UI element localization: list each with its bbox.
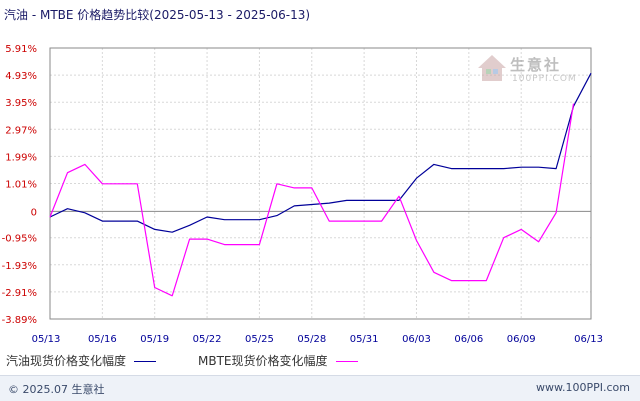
- x-tick-label: 06/13: [574, 334, 603, 345]
- y-tick-label: 1.01%: [5, 180, 37, 191]
- y-tick-label: -0.95%: [2, 234, 37, 245]
- watermark-brand: 生意社: [510, 56, 562, 74]
- watermark-logo: 生意社 100PPI.COM: [476, 52, 576, 92]
- footer-website-link[interactable]: www.100PPI.com: [536, 381, 630, 394]
- x-tick-label: 06/03: [402, 334, 431, 345]
- x-tick-label: 06/09: [507, 334, 536, 345]
- y-tick-label: 5.91%: [5, 44, 37, 55]
- legend-swatch-gasoline: [134, 361, 157, 362]
- legend-swatch-mtbe: [335, 361, 358, 362]
- series-lines: [49, 72, 592, 297]
- y-tick-label: 3.95%: [5, 98, 37, 109]
- grid: [50, 47, 591, 320]
- watermark-url: 100PPI.COM: [512, 74, 577, 84]
- y-tick-label: 1.99%: [5, 152, 37, 163]
- y-tick-label: 2.97%: [5, 125, 37, 136]
- footer: © 2025.07 生意社 www.100PPI.com: [0, 375, 640, 401]
- house-logo-icon: [478, 55, 506, 81]
- x-tick-label: 05/19: [140, 334, 169, 345]
- legend-label-gasoline: 汽油现货价格变化幅度: [6, 354, 127, 368]
- legend-item-mtbe: MBTE现货价格变化幅度: [198, 352, 358, 369]
- chart-title: 汽油 - MTBE 价格趋势比较(2025-05-13 - 2025-06-13…: [4, 8, 311, 22]
- x-tick-label: 05/28: [297, 334, 326, 345]
- x-tick-label: 06/06: [454, 334, 483, 345]
- y-tick-label: -2.91%: [2, 288, 37, 299]
- x-tick-label: 05/31: [350, 334, 379, 345]
- plot-frame: [49, 47, 592, 320]
- legend-item-gasoline: 汽油现货价格变化幅度: [6, 352, 157, 369]
- x-tick-label: 05/13: [32, 334, 61, 345]
- x-axis-ticks: 05/13 05/16 05/19 05/22 05/25 05/28 05/31 06/03…: [32, 334, 603, 345]
- x-tick-label: 05/16: [88, 334, 117, 345]
- y-tick-label: -3.89%: [2, 315, 37, 326]
- y-tick-label: -1.93%: [2, 261, 37, 272]
- y-axis-ticks: 5.91% 4.93% 3.95% 2.97% 1.99% 1.01% 0 -0.95% -1.…: [2, 44, 37, 326]
- x-tick-label: 05/22: [193, 334, 222, 345]
- y-tick-label: 4.93%: [5, 71, 37, 82]
- legend-label-mtbe: MBTE现货价格变化幅度: [198, 354, 328, 368]
- series-line-mtbe: [49, 103, 575, 297]
- y-tick-label: 0: [31, 207, 37, 218]
- line-chart: 5.91% 4.93% 3.95% 2.97% 1.99% 1.01% 0 -0.95% -1.…: [2, 44, 603, 345]
- x-tick-label: 05/25: [245, 334, 274, 345]
- footer-copyright: © 2025.07 生意社: [8, 383, 105, 396]
- series-line-gasoline: [49, 72, 592, 233]
